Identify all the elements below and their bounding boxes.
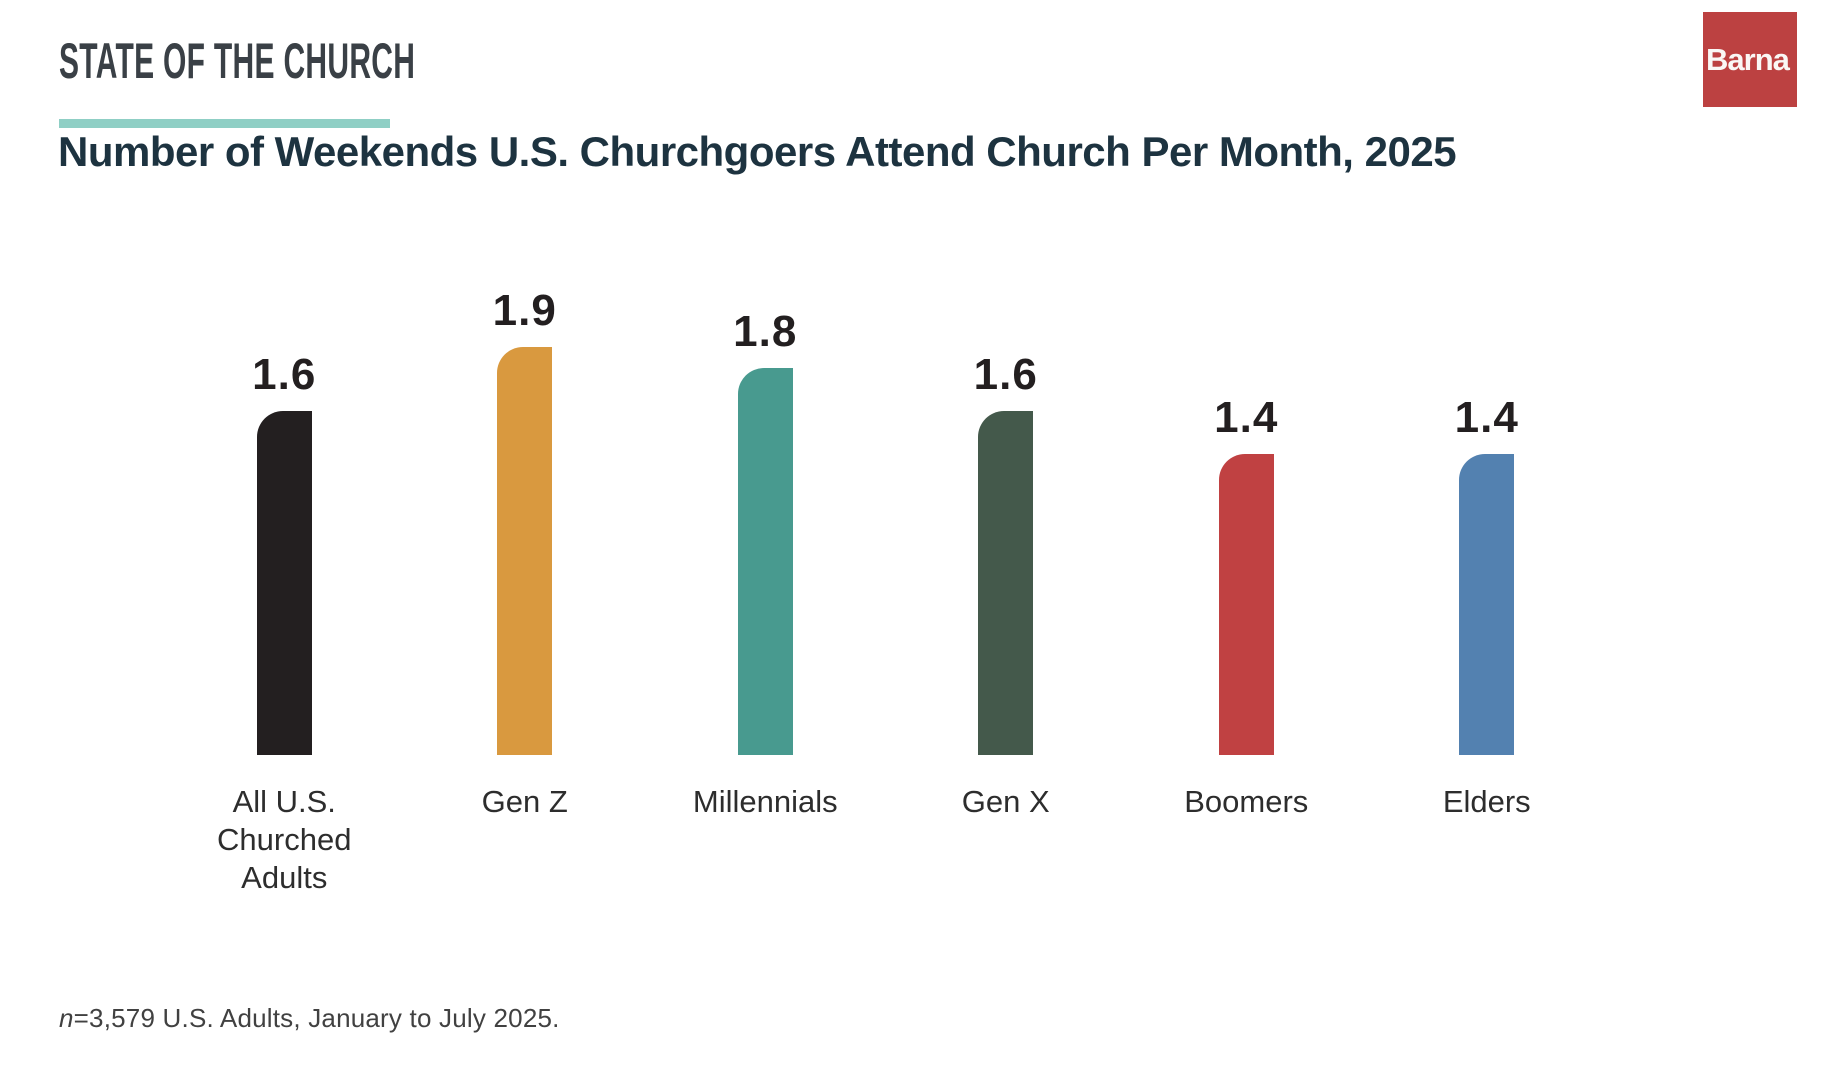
bar-plot-area: 1.9: [493, 230, 557, 755]
bar-plot-area: 1.6: [252, 230, 316, 755]
bar-column: 1.4 Elders: [1367, 230, 1608, 897]
bar: [256, 411, 312, 755]
footnote-text: =3,579 U.S. Adults, January to July 2025…: [73, 1003, 560, 1033]
bar-plot-area: 1.8: [733, 230, 797, 755]
bar-value-label: 1.9: [492, 285, 557, 335]
bar-chart: 1.6 All U.S. Churched Adults 1.9 Gen Z 1.8 Mi…: [164, 230, 1607, 897]
bar: [978, 411, 1034, 755]
barna-logo: Barna: [1703, 12, 1797, 107]
category-label: Millennials: [692, 784, 838, 819]
bar-value-label: 1.6: [252, 350, 317, 399]
bar-value-label: 1.6: [973, 350, 1038, 399]
bar-column: 1.6 All U.S. Churched Adults: [164, 230, 405, 897]
kicker-underline: [59, 119, 390, 128]
category-label: Boomers: [1184, 784, 1309, 819]
category-label: All U.S. Churched Adults: [217, 784, 352, 895]
category-label: Gen X: [961, 784, 1050, 819]
kicker-heading: STATE OF THE CHURCH: [59, 33, 416, 89]
bar: [497, 346, 553, 755]
chart-title: Number of Weekends U.S. Churchgoers Atte…: [58, 128, 1457, 175]
bar-plot-area: 1.6: [974, 230, 1038, 755]
bar-plot-area: 1.4: [1455, 230, 1519, 755]
footnote: n=3,579 U.S. Adults, January to July 202…: [59, 1003, 560, 1034]
footnote-n-italic: n: [59, 1003, 74, 1033]
category-label: Gen Z: [481, 784, 568, 819]
barna-logo-text: Barna: [1706, 41, 1790, 77]
bar-value-label: 1.8: [733, 307, 798, 356]
bar-column: 1.4 Boomers: [1126, 230, 1367, 897]
bar-column: 1.8 Millennials: [645, 230, 886, 897]
bar-value-label: 1.4: [1214, 393, 1279, 442]
bar-column: 1.6 Gen X: [886, 230, 1127, 897]
bar-value-label: 1.4: [1454, 393, 1519, 442]
bar-column: 1.9 Gen Z: [405, 230, 646, 897]
bar: [737, 368, 793, 755]
category-label: Elders: [1442, 784, 1531, 819]
bar: [1459, 454, 1515, 755]
bar: [1218, 454, 1274, 755]
bar-plot-area: 1.4: [1214, 230, 1278, 755]
